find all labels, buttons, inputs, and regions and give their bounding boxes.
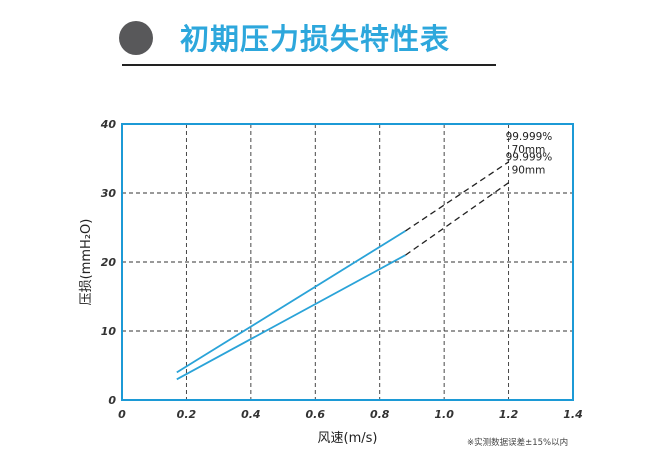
series-label-1: 99.999% 90mm xyxy=(506,152,553,177)
y-tick-label-0: 0 xyxy=(108,394,116,407)
title-underline xyxy=(122,64,496,66)
plot-frame xyxy=(121,123,574,401)
series-extrapolation-0 xyxy=(405,161,509,232)
series-label-line: 99.999% xyxy=(506,131,553,143)
series-label-line: 99.999% xyxy=(506,152,553,164)
y-tick-label-3: 30 xyxy=(101,187,117,200)
x-tick-label-6: 1.2 xyxy=(499,408,519,421)
x-tick-label-1: 0.2 xyxy=(177,408,197,421)
series-extrapolation-1 xyxy=(405,182,509,256)
x-tick-label-2: 0.4 xyxy=(241,408,261,421)
x-axis-label: 风速(m/s) xyxy=(318,431,378,446)
measurement-note: ※实测数据误差±15%以内 xyxy=(467,438,569,448)
header: 初期压力损失特性表 xyxy=(0,0,648,70)
series-label-0: 99.999% 70mm xyxy=(506,131,553,156)
x-tick-label-3: 0.6 xyxy=(306,408,326,421)
x-tick-label-5: 1.0 xyxy=(434,408,454,421)
series-line-0 xyxy=(176,230,406,374)
bullet-circle-icon xyxy=(119,21,153,55)
y-tick-label-1: 10 xyxy=(101,325,117,338)
x-tick-label-7: 1.4 xyxy=(563,408,583,421)
series-label-line: 70mm xyxy=(512,144,546,156)
y-tick-label-4: 40 xyxy=(100,118,117,131)
series-line-1 xyxy=(176,254,406,381)
series-label-line: 90mm xyxy=(512,165,546,177)
y-tick-label-2: 20 xyxy=(101,256,117,269)
page-title: 初期压力损失特性表 xyxy=(180,22,451,56)
x-tick-label-0: 0 xyxy=(118,408,126,421)
y-axis-label: 压损(mmH₂O) xyxy=(79,219,94,306)
x-tick-label-4: 0.8 xyxy=(370,408,390,421)
